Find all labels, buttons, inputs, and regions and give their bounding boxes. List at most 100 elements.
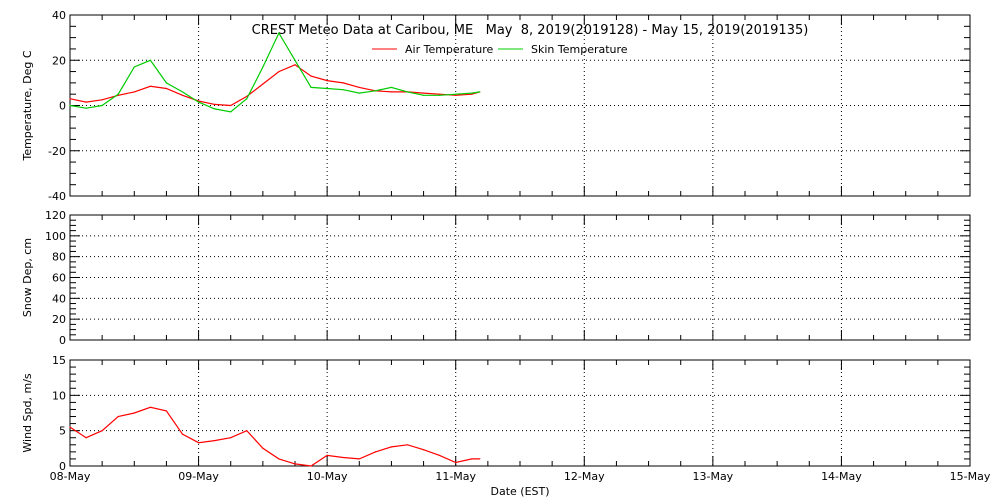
data-point <box>390 91 393 93</box>
data-point <box>262 83 264 85</box>
data-point <box>294 64 296 66</box>
data-point <box>181 91 184 93</box>
y-tick-label: 0 <box>59 100 66 113</box>
data-point <box>69 104 71 107</box>
data-point <box>214 103 216 105</box>
plot-frame <box>69 359 971 467</box>
data-point <box>326 80 328 82</box>
data-point <box>471 458 473 460</box>
y-tick-label: 0 <box>59 460 66 473</box>
y-tick-label: 40 <box>52 292 66 305</box>
data-point <box>165 410 168 412</box>
x-axis-label: Date (EST) <box>490 485 549 498</box>
data-point <box>326 454 328 456</box>
data-point <box>197 442 200 444</box>
chart-title: CREST Meteo Data at Caribou, ME May 8, 2… <box>252 23 809 38</box>
data-point <box>117 415 119 418</box>
x-tick-label: 08-May <box>50 470 91 483</box>
legend-air-label: Air Temperature <box>405 43 494 56</box>
x-tick-label: 12-May <box>564 470 605 483</box>
data-point <box>69 98 71 100</box>
data-point <box>149 59 151 61</box>
series-line-wind-speed <box>69 406 480 467</box>
y-tick-label: 80 <box>52 251 66 264</box>
data-point <box>422 92 425 94</box>
data-point <box>246 430 248 432</box>
data-point <box>390 446 393 448</box>
data-point <box>422 449 425 451</box>
y-tick-label: 10 <box>52 389 66 402</box>
data-point <box>181 94 184 96</box>
data-point <box>479 91 481 93</box>
data-point <box>310 86 312 88</box>
data-point <box>374 451 376 453</box>
y-tick-label: 20 <box>52 54 66 67</box>
y-tick-label: 40 <box>52 9 66 22</box>
data-point <box>342 82 344 84</box>
y-tick-label: 5 <box>59 425 66 438</box>
data-point <box>149 85 151 87</box>
data-point <box>214 439 216 442</box>
data-point <box>310 465 312 467</box>
data-point <box>230 437 232 439</box>
data-point <box>310 75 312 77</box>
data-point <box>439 94 441 96</box>
data-point <box>133 66 135 68</box>
data-point <box>294 463 296 465</box>
data-point <box>69 426 71 428</box>
data-point <box>133 91 135 93</box>
data-point <box>455 94 457 96</box>
data-point <box>165 87 168 90</box>
data-point <box>439 454 441 456</box>
data-point <box>358 92 360 94</box>
y-tick-label: 15 <box>52 354 66 367</box>
y-axis-label: Wind Spd, m/s <box>21 373 34 453</box>
legend-skin-label: Skin Temperature <box>531 43 628 56</box>
data-point <box>439 93 441 95</box>
data-point <box>101 99 103 101</box>
data-point <box>479 458 481 460</box>
x-tick-label: 09-May <box>178 470 219 483</box>
y-tick-label: 120 <box>45 209 66 222</box>
data-point <box>278 32 280 34</box>
legend: Air Temperature Skin Temperature <box>372 43 628 56</box>
data-point <box>230 111 232 113</box>
data-point <box>214 108 216 110</box>
data-point <box>85 107 87 109</box>
y-tick-label: 20 <box>52 313 66 326</box>
data-point <box>165 82 168 84</box>
data-point <box>278 458 280 460</box>
data-point <box>471 93 473 95</box>
data-point <box>149 406 151 408</box>
x-tick-label: 15-May <box>950 470 991 483</box>
data-point <box>455 461 457 464</box>
y-axis-label: Snow Dep, cm <box>21 238 34 317</box>
data-point <box>471 92 473 94</box>
data-point <box>342 456 344 459</box>
data-point <box>326 87 328 90</box>
data-point <box>390 86 393 88</box>
data-point <box>246 95 248 98</box>
y-tick-label: 0 <box>59 334 66 347</box>
data-point <box>455 93 457 95</box>
data-point <box>358 86 360 88</box>
y-tick-label: 100 <box>45 230 66 243</box>
data-point <box>101 104 103 107</box>
data-point <box>294 59 296 61</box>
x-tick-label: 10-May <box>307 470 348 483</box>
data-point <box>85 101 87 103</box>
y-tick-label: -20 <box>48 145 66 158</box>
data-point <box>406 444 409 446</box>
x-tick-label: 14-May <box>821 470 862 483</box>
data-point <box>374 90 376 92</box>
x-tick-label: 11-May <box>435 470 476 483</box>
data-point <box>133 412 135 414</box>
data-point <box>197 101 200 103</box>
y-tick-label: 60 <box>52 272 66 285</box>
y-axis-label: Temperature, Deg C <box>21 50 34 161</box>
data-point <box>406 91 409 93</box>
x-tick-label: 13-May <box>692 470 733 483</box>
data-point <box>181 433 184 435</box>
data-point <box>358 458 360 460</box>
